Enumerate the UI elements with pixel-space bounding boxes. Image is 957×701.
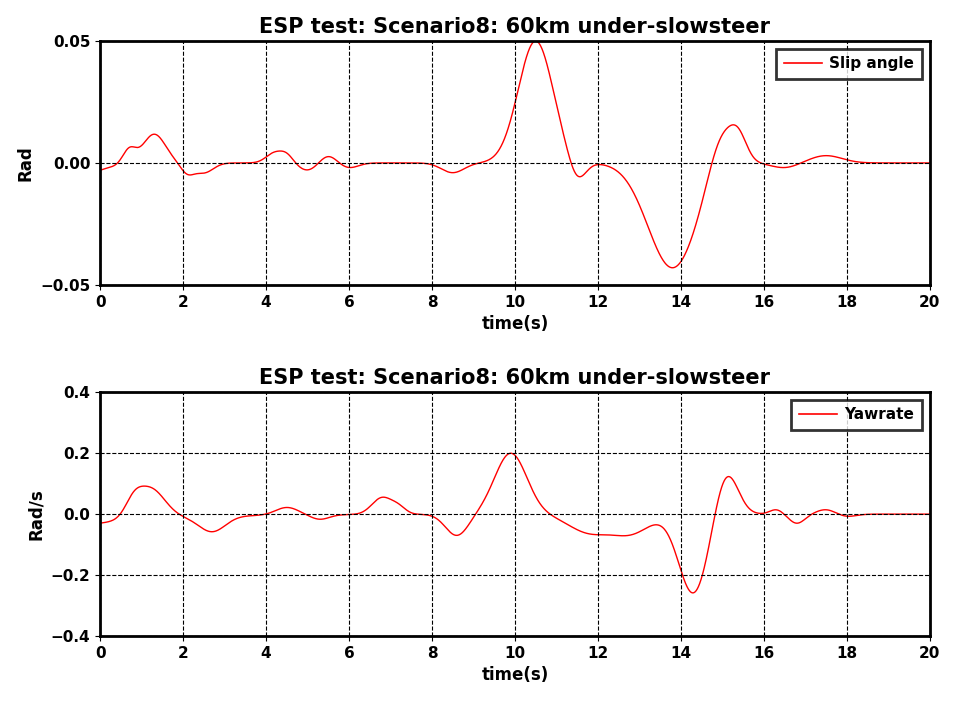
X-axis label: time(s): time(s) xyxy=(481,315,548,333)
Title: ESP test: Scenario8: 60km under-slowsteer: ESP test: Scenario8: 60km under-slowstee… xyxy=(259,368,770,388)
Legend: Slip angle: Slip angle xyxy=(776,48,922,79)
X-axis label: time(s): time(s) xyxy=(481,667,548,684)
Legend: Yawrate: Yawrate xyxy=(791,400,922,430)
Y-axis label: Rad/s: Rad/s xyxy=(27,489,45,540)
Title: ESP test: Scenario8: 60km under-slowsteer: ESP test: Scenario8: 60km under-slowstee… xyxy=(259,17,770,36)
Y-axis label: Rad: Rad xyxy=(16,145,34,181)
